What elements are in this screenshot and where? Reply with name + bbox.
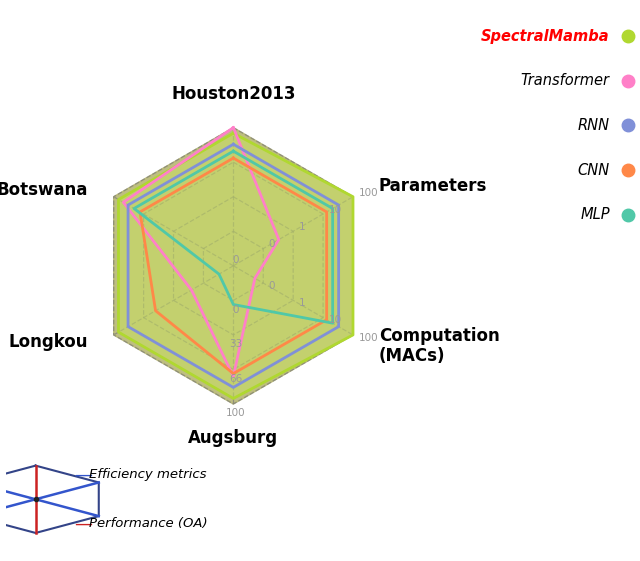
Polygon shape	[118, 133, 353, 398]
Text: 100: 100	[227, 408, 246, 418]
Text: 10: 10	[328, 315, 342, 325]
Text: CNN: CNN	[577, 163, 610, 177]
Text: 0: 0	[269, 240, 275, 250]
Text: Performance (OA): Performance (OA)	[89, 517, 208, 531]
Text: 0: 0	[233, 255, 239, 265]
Text: Computation
(MACs): Computation (MACs)	[379, 327, 500, 365]
Text: Efficiency metrics: Efficiency metrics	[89, 468, 207, 481]
Text: Parameters: Parameters	[379, 177, 487, 195]
Text: 33: 33	[230, 339, 243, 349]
Text: —: —	[74, 466, 93, 484]
Text: 1: 1	[299, 222, 305, 232]
Text: 0: 0	[233, 305, 239, 315]
Text: 10: 10	[328, 205, 342, 215]
Text: SpectralMamba: SpectralMamba	[481, 29, 610, 44]
Text: MLP: MLP	[580, 207, 610, 222]
Text: 100: 100	[358, 333, 378, 343]
Text: Longkou: Longkou	[8, 333, 88, 351]
Polygon shape	[114, 128, 353, 404]
Text: Transformer: Transformer	[521, 73, 610, 88]
Text: Augsburg: Augsburg	[188, 429, 278, 447]
Text: —: —	[74, 515, 93, 533]
Text: Botswana: Botswana	[0, 181, 88, 199]
Text: 66: 66	[230, 374, 243, 384]
Text: 100: 100	[358, 187, 378, 197]
Text: 1: 1	[299, 298, 305, 308]
Text: 0: 0	[269, 281, 275, 291]
Text: Houston2013: Houston2013	[171, 85, 296, 103]
Polygon shape	[114, 128, 353, 404]
Text: RNN: RNN	[578, 118, 610, 133]
